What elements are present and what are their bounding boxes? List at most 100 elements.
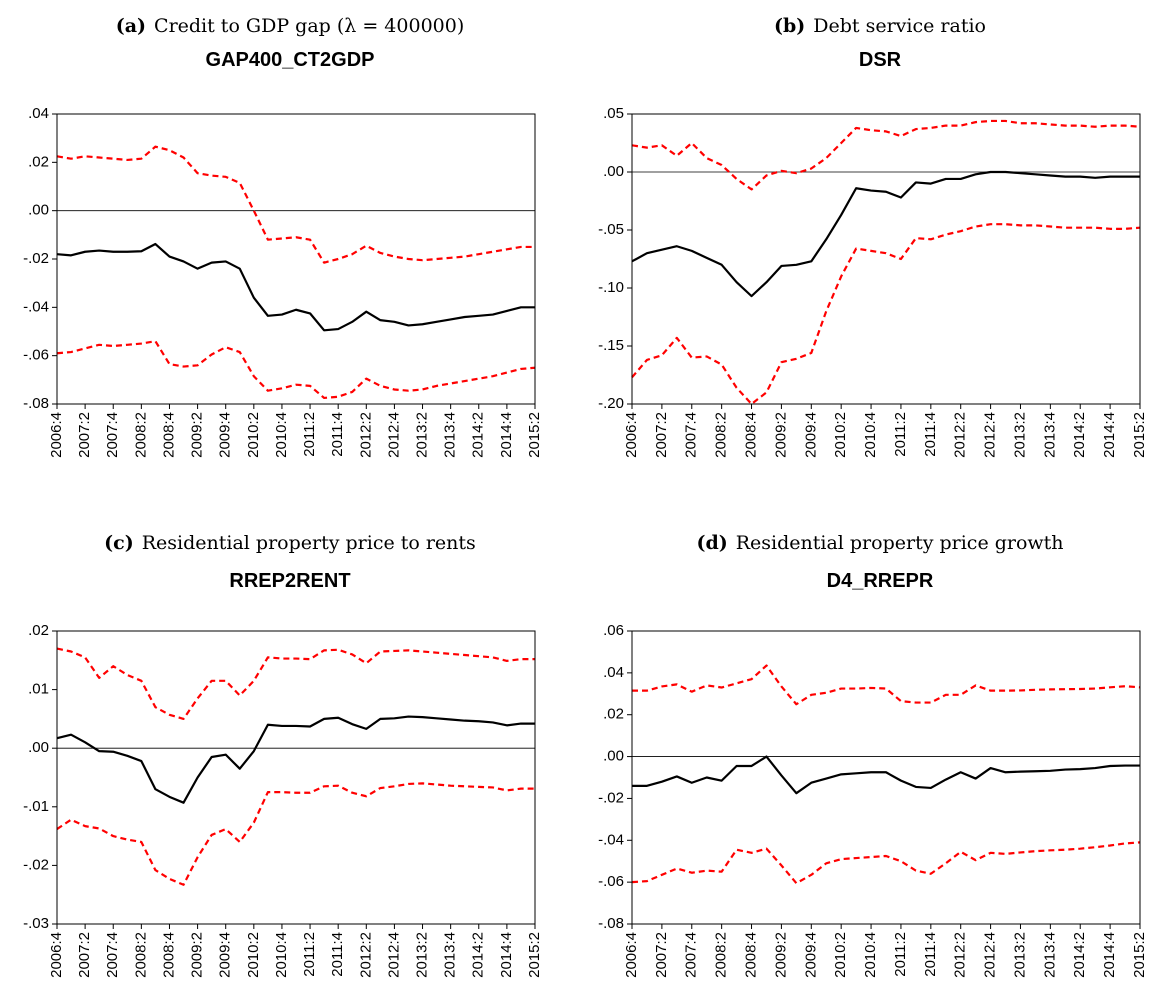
- x-tick-label: 2009:2: [772, 412, 789, 458]
- x-tick-label: 2009:2: [189, 932, 206, 978]
- panel-caption: (c) Residential property price to rents: [104, 532, 476, 554]
- x-tick-label: 2008:4: [160, 412, 177, 458]
- series-line: [56, 782, 535, 886]
- y-tick-label: -.08: [598, 915, 624, 932]
- y-tick-label: -.06: [598, 873, 624, 890]
- x-tick-label: 2007:4: [683, 932, 700, 978]
- x-tick-label: 2007:2: [653, 932, 670, 978]
- x-tick-label: 2014:4: [498, 932, 515, 978]
- series-line: [631, 841, 1141, 885]
- x-tick-label: 2010:2: [832, 932, 849, 978]
- x-tick-label: 2013:4: [442, 932, 459, 978]
- x-tick-label: 2013:4: [1041, 412, 1058, 458]
- chart-title: DSR: [859, 49, 902, 71]
- x-tick-label: 2006:4: [48, 932, 65, 978]
- y-tick-label: .02: [28, 622, 49, 639]
- y-tick-label: -.02: [23, 250, 49, 267]
- x-tick-label: 2011:2: [892, 932, 909, 977]
- x-tick-label: 2008:2: [713, 412, 730, 458]
- y-tick-label: -.05: [598, 221, 624, 238]
- y-tick-label: .02: [28, 153, 49, 170]
- x-tick-label: 2010:4: [862, 412, 879, 458]
- x-tick-label: 2007:2: [76, 932, 93, 978]
- y-tick-label: -.01: [23, 798, 49, 815]
- series-line: [56, 145, 535, 264]
- series-line: [56, 647, 535, 720]
- panel-label: (c): [104, 532, 134, 554]
- x-tick-label: 2011:2: [892, 412, 909, 457]
- chart-title: RREP2RENT: [229, 570, 350, 592]
- x-tick-label: 2009:4: [802, 932, 819, 978]
- panel: (a) Credit to GDP gap (λ = 400000) GAP400_…: [23, 15, 543, 458]
- chart-title: D4_RREPR: [827, 570, 934, 592]
- panel-label: (a): [116, 15, 146, 37]
- y-tick-label: .00: [603, 163, 624, 180]
- x-tick-label: 2013:2: [1011, 932, 1028, 978]
- panel: (d) Residential property price growth D4_R…: [598, 532, 1148, 978]
- x-tick-label: 2008:4: [742, 412, 759, 458]
- caption-text: Debt service ratio: [813, 15, 986, 37]
- x-tick-label: 2007:4: [104, 412, 121, 458]
- x-tick-label: 2012:4: [385, 412, 402, 458]
- x-tick-label: 2006:4: [623, 412, 640, 458]
- y-tick-label: -.04: [23, 298, 49, 315]
- x-tick-label: 2012:4: [385, 932, 402, 978]
- x-tick-label: 2007:4: [104, 932, 121, 978]
- x-tick-label: 2009:2: [189, 412, 206, 458]
- x-tick-label: 2006:4: [48, 412, 65, 458]
- x-tick-label: 2006:4: [623, 932, 640, 978]
- y-tick-label: .04: [28, 105, 49, 122]
- y-tick-label: -.04: [598, 831, 624, 848]
- x-tick-label: 2012:2: [952, 412, 969, 458]
- y-tick-label: -.10: [598, 279, 624, 296]
- x-tick-label: 2008:2: [713, 932, 730, 978]
- x-tick-label: 2012:4: [982, 412, 999, 458]
- y-tick-label: .00: [28, 739, 49, 756]
- x-tick-label: 2008:4: [742, 932, 759, 978]
- x-tick-label: 2010:2: [245, 932, 262, 978]
- series-line: [631, 223, 1141, 406]
- y-tick-label: -.08: [23, 395, 49, 412]
- x-tick-label: 2009:4: [217, 412, 234, 458]
- series-line: [631, 119, 1141, 191]
- series-line: [632, 755, 1140, 795]
- x-tick-label: 2011:2: [301, 412, 318, 457]
- x-tick-label: 2010:2: [832, 412, 849, 458]
- panel: (c) Residential property price to rents RR…: [23, 532, 543, 978]
- series-line: [56, 715, 535, 804]
- x-tick-label: 2009:2: [772, 932, 789, 978]
- x-tick-label: 2011:4: [329, 932, 346, 977]
- x-tick-label: 2007:4: [683, 412, 700, 458]
- x-tick-label: 2012:4: [982, 932, 999, 978]
- panel-caption: (d) Residential property price growth: [696, 532, 1063, 554]
- x-tick-label: 2009:4: [802, 412, 819, 458]
- x-tick-label: 2012:2: [952, 932, 969, 978]
- y-tick-label: .06: [603, 622, 624, 639]
- y-tick-label: .01: [28, 681, 49, 698]
- y-tick-label: -.02: [23, 856, 49, 873]
- x-tick-label: 2013:4: [1041, 932, 1058, 978]
- series-line: [631, 170, 1140, 298]
- x-tick-label: 2014:4: [1101, 932, 1118, 978]
- x-tick-label: 2015:2: [1131, 412, 1148, 458]
- x-tick-label: 2013:2: [413, 412, 430, 458]
- panel: (b) Debt service ratio DSR -.20 -.15 -.10 -.05…: [598, 15, 1148, 458]
- x-tick-label: 2011:4: [922, 412, 939, 457]
- panel-label: (d): [696, 532, 727, 554]
- series-line: [56, 340, 536, 400]
- plot-frame: [631, 113, 1141, 405]
- x-tick-label: 2010:2: [245, 412, 262, 458]
- x-tick-label: 2011:2: [301, 932, 318, 977]
- y-tick-label: -.02: [598, 789, 624, 806]
- x-tick-label: 2013:2: [1011, 412, 1028, 458]
- series-line: [56, 242, 535, 332]
- series-line: [632, 664, 1141, 706]
- x-tick-label: 2009:4: [217, 932, 234, 978]
- y-tick-label: .05: [603, 105, 624, 122]
- x-tick-label: 2014:2: [1071, 412, 1088, 458]
- caption-text: Residential property price to rents: [142, 532, 476, 554]
- y-tick-label: .00: [603, 748, 624, 765]
- y-tick-label: .04: [603, 664, 624, 681]
- plot-frame: [56, 630, 536, 925]
- x-tick-label: 2015:2: [526, 412, 543, 458]
